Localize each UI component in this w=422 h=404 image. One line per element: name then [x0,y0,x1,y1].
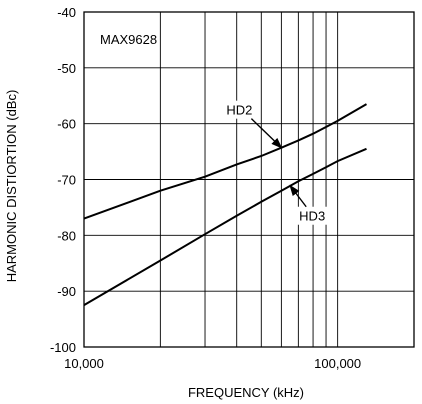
chart-title: MAX9628 [100,32,157,47]
y-tick-label: -50 [57,61,76,76]
annotation-label-hd2: HD2 [226,103,252,118]
y-axis-title: HARMONIC DISTIORTION (dBc) [4,90,19,283]
x-axis-title: FREQUENCY (kHz) [188,385,304,400]
plot-frame [83,11,415,348]
annotation-arrow-hd3 [289,184,307,208]
x-tick-label: 100,000 [314,356,361,371]
annotation-box-hd3 [296,206,329,225]
annotation-box-hd2 [223,100,256,119]
y-tick-label: -80 [57,228,76,243]
grid-lines [84,11,414,348]
annotation-arrow-hd2 [250,118,283,149]
y-tick-label: -100 [50,340,76,355]
series-line-hd2 [83,103,368,220]
y-tick-label: -40 [57,5,76,20]
x-tick-labels: 10,000 100,000 [64,356,361,371]
figure-id: MAX9628 toc07 [420,50,422,97]
y-tick-labels: -100 -90 -80 -70 -60 -50 -40 [50,5,76,355]
y-tick-label: -60 [57,117,76,132]
x-tick-label: 10,000 [64,356,104,371]
y-tick-label: -70 [57,173,76,188]
annotations: HD2 HD3 [223,100,329,225]
annotation-label-hd3: HD3 [299,209,325,224]
series-line-hd3 [83,147,367,306]
series-lines [83,103,368,306]
y-tick-label: -90 [57,284,76,299]
